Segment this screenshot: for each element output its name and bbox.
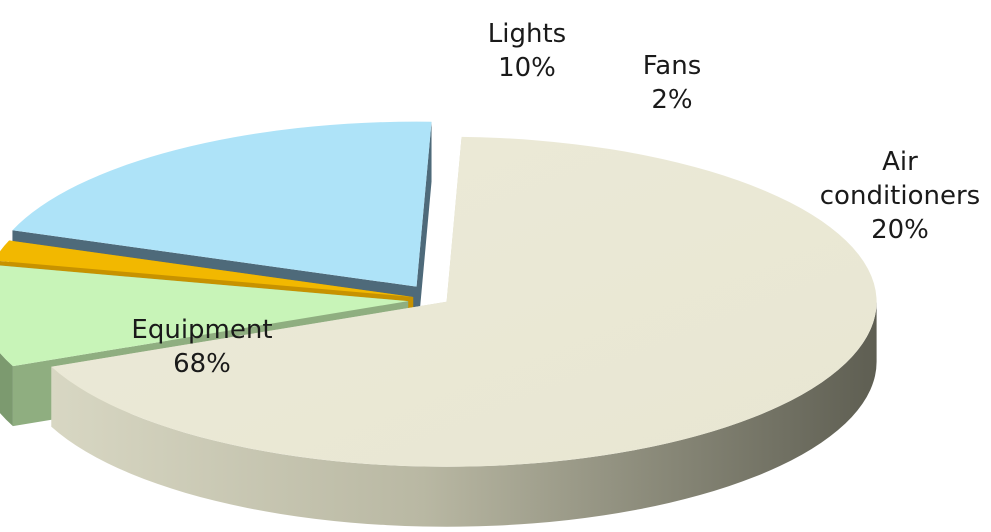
slice-category-label: Equipment: [131, 315, 272, 345]
slice-value-label: 10%: [498, 53, 556, 83]
slice-value-label: 20%: [871, 215, 929, 245]
pie-slice-side-air-conditioners: [416, 121, 432, 347]
pie-slice-top-fans: [0, 240, 414, 297]
slice-category-label: Lights: [488, 19, 566, 49]
pie-slice-top-equipment: [51, 136, 877, 467]
slice-label-air-conditioners: Air conditioners 20%: [820, 147, 980, 245]
pie-slice-equipment: [51, 136, 877, 527]
slice-value-label: 68%: [173, 349, 231, 379]
slice-label-fans: Fans 2%: [643, 51, 702, 115]
pie-slice-edge-equipment: [51, 301, 877, 527]
pie-slice-edge-lights: [0, 352, 13, 427]
pie-slice-top-air-conditioners: [12, 121, 432, 287]
pie-slice-top-lights: [0, 265, 409, 367]
slice-label-equipment: Equipment 68%: [131, 315, 272, 379]
labels-layer: Equipment 68% Lights 10% Fans 2% Air conditione…: [131, 19, 980, 379]
slice-category-label: Air: [882, 147, 918, 177]
slice-label-lights: Lights 10%: [488, 19, 566, 83]
slice-category-label: conditioners: [820, 181, 980, 211]
slice-value-label: 2%: [651, 85, 692, 115]
slice-category-label: Fans: [643, 51, 702, 81]
slices-layer: [0, 121, 877, 527]
